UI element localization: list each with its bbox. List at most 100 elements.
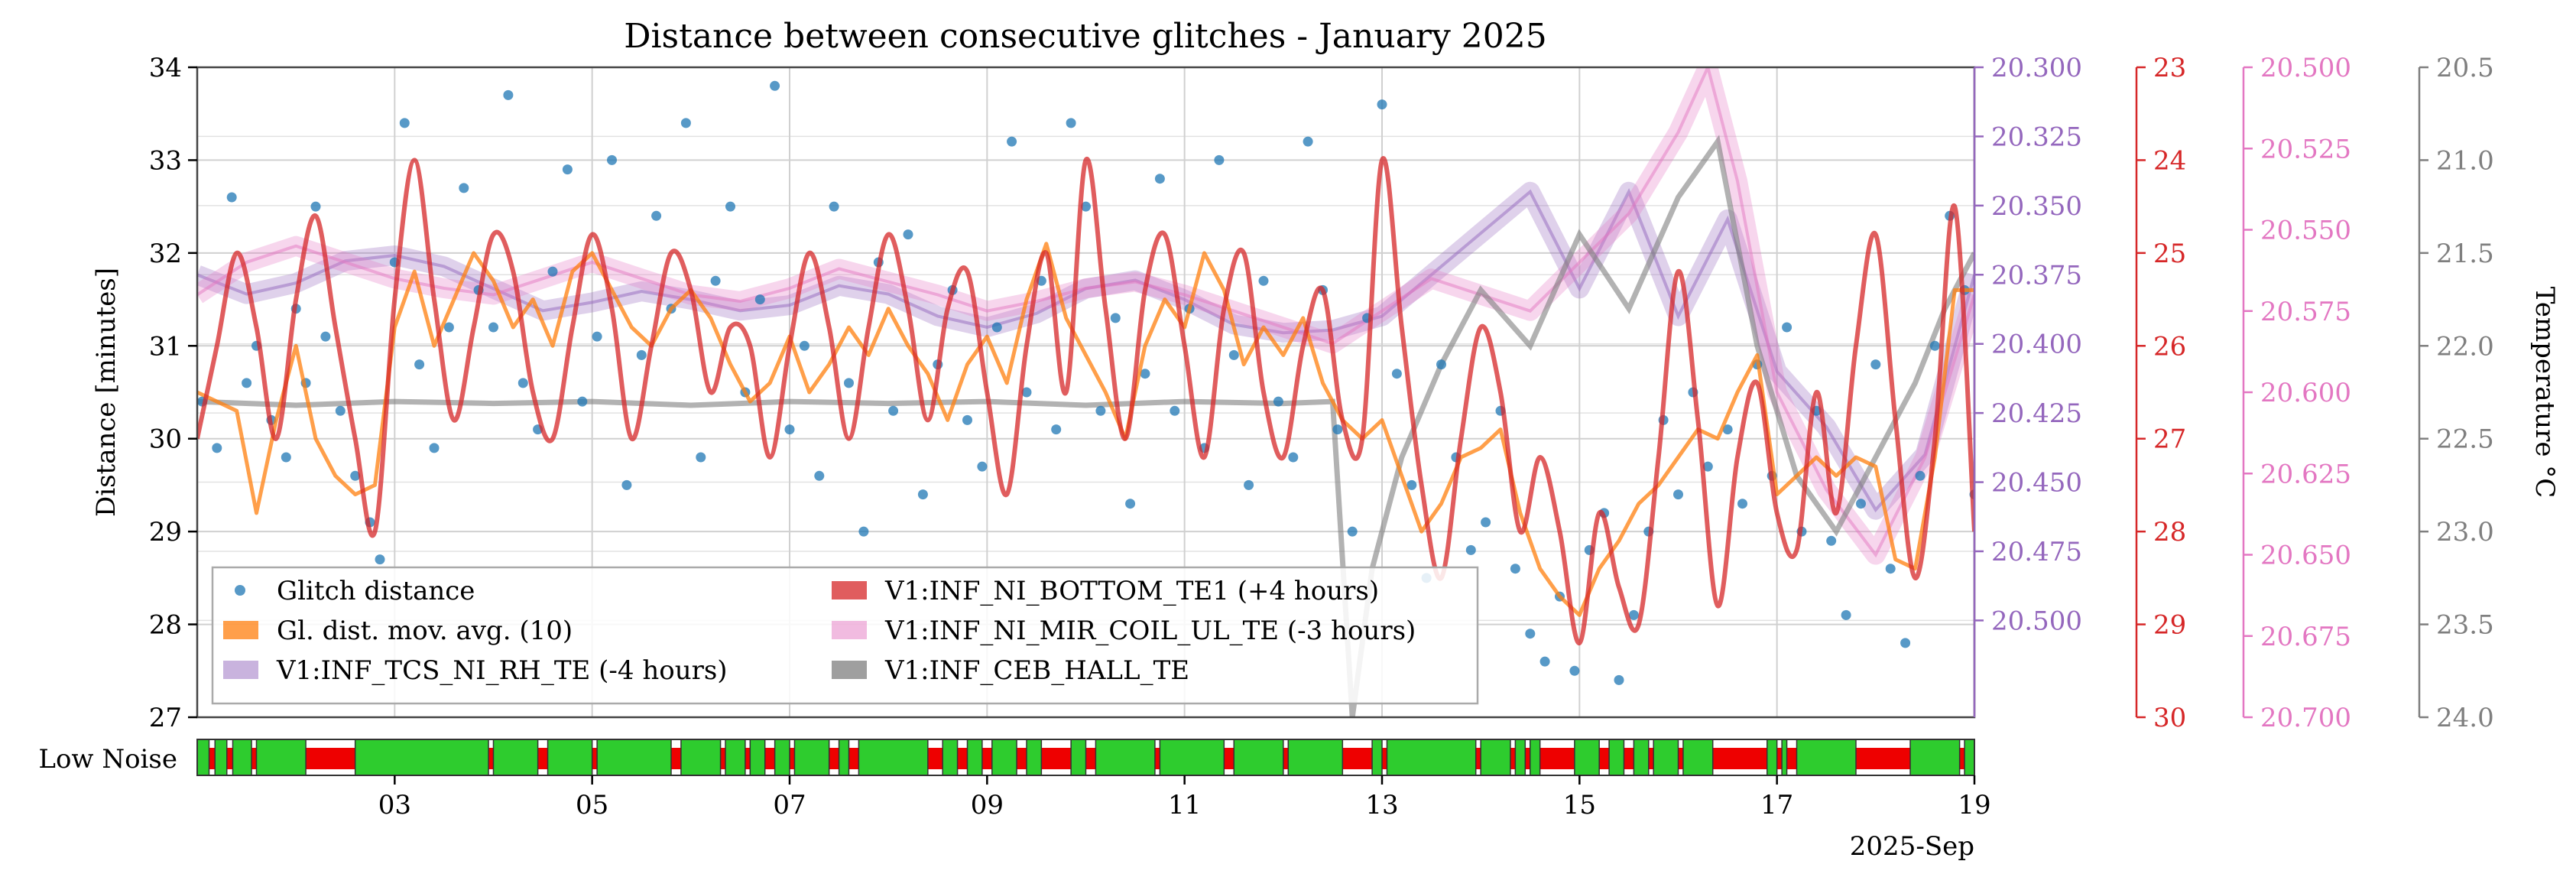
glitch-point (1628, 609, 1639, 620)
glitch-point (212, 443, 222, 453)
low-noise-on-segment (1653, 739, 1679, 776)
right-axis-tick-label-right2: 29 (2153, 610, 2186, 641)
low-noise-on-segment (1095, 739, 1156, 776)
glitch-point (903, 229, 913, 240)
glitch-point (1436, 359, 1446, 370)
right-axis-tick-label-right3: 20.675 (2260, 622, 2351, 652)
glitch-point (1303, 136, 1313, 147)
glitch-point (814, 470, 825, 481)
glitch-point (1673, 489, 1683, 500)
right-axis-tick-label-right2: 25 (2153, 239, 2186, 269)
low-noise-on-segment (354, 739, 489, 776)
glitch-point (1510, 564, 1520, 574)
glitch-point (829, 201, 839, 212)
right-axis-tick-label-right3: 20.500 (2260, 53, 2351, 83)
legend-label: Glitch distance (277, 576, 475, 606)
glitch-point (1007, 136, 1017, 147)
glitch-point (888, 405, 899, 416)
right-axis-tick-label-right1: 20.450 (1991, 468, 2082, 499)
x-tick-label: 09 (971, 790, 1004, 820)
low-noise-on-segment (1964, 739, 1975, 776)
y-tick-label: 27 (149, 703, 182, 733)
y-tick-label: 29 (149, 517, 182, 547)
right-axis-tick-label-right3: 20.625 (2260, 459, 2351, 489)
low-noise-on-segment (196, 739, 210, 776)
glitch-point (517, 378, 528, 388)
glitch-point (414, 359, 425, 370)
glitch-point (1214, 154, 1225, 165)
glitch-point (1737, 499, 1747, 509)
glitch-point (1228, 349, 1239, 360)
glitch-point (1140, 369, 1150, 379)
series-line-bottom-te1 (197, 156, 1974, 645)
low-noise-on-segment (1608, 739, 1625, 776)
right-axis-tick-label-right4: 20.5 (2436, 53, 2494, 83)
right-axis-tick-label-right1: 20.300 (1991, 53, 2082, 83)
glitch-point (1525, 629, 1536, 639)
glitch-point (1391, 369, 1402, 379)
right-axis-tick-label-right2: 24 (2153, 145, 2186, 176)
series-line-moving-average (197, 242, 1974, 617)
glitch-point (350, 470, 361, 481)
glitch-point (399, 118, 410, 128)
x-tick-label: 07 (773, 790, 806, 820)
right-axis-tick-label-right2: 23 (2153, 53, 2186, 83)
low-noise-on-segment (1159, 739, 1225, 776)
glitch-point (1885, 564, 1896, 574)
legend-swatch (832, 661, 867, 679)
x-tick-label: 03 (378, 790, 411, 820)
low-noise-on-segment (1514, 739, 1526, 776)
right-axis-tick-label-right2: 27 (2153, 424, 2186, 455)
glitch-point (592, 331, 602, 342)
glitch-point (1170, 405, 1180, 416)
legend-label: V1:INF_NI_MIR_COIL_UL_TE (-3 hours) (884, 616, 1416, 646)
right-axis-tick-label-right1: 20.475 (1991, 537, 2082, 567)
glitch-point (1332, 424, 1343, 435)
low-noise-on-segment (838, 739, 850, 776)
low-noise-on-segment (966, 739, 983, 776)
glitch-point (459, 183, 469, 193)
low-noise-on-segment (596, 739, 672, 776)
right-axis-tick-label-right4: 22.5 (2436, 424, 2494, 455)
glitch-point (1377, 99, 1387, 110)
glitch-point (443, 322, 454, 333)
glitch-point (1915, 470, 1926, 481)
low-noise-on-segment (1633, 739, 1650, 776)
legend-swatch (223, 621, 258, 639)
glitch-point (1481, 517, 1491, 528)
x-tick-label: 11 (1168, 790, 1201, 820)
glitch-point (991, 322, 1002, 333)
y-tick-label: 34 (149, 53, 182, 83)
low-noise-on-segment (774, 739, 790, 776)
glitch-point (1465, 544, 1476, 555)
glitch-point (1110, 313, 1121, 323)
low-noise-on-segment (991, 739, 1017, 776)
right-axis-tick-label-right4: 21.0 (2436, 145, 2494, 176)
low-noise-on-segment (1233, 739, 1284, 776)
low-noise-on-segment (725, 739, 746, 776)
x-tick-label: 15 (1563, 790, 1596, 820)
glitch-point (310, 201, 321, 212)
low-noise-on-segment (232, 739, 252, 776)
low-noise-on-segment (793, 739, 830, 776)
glitch-point (375, 554, 385, 565)
right-axis-tick-label-right4: 24.0 (2436, 703, 2494, 733)
low-noise-on-segment (1371, 739, 1383, 776)
glitch-point (1569, 665, 1580, 676)
glitch-point (725, 201, 735, 212)
glitch-point (281, 452, 291, 463)
right-axis-tick-label-right4: 22.0 (2436, 331, 2494, 362)
low-noise-on-segment (1026, 739, 1043, 776)
glitch-point (226, 192, 237, 203)
glitch-point (1021, 387, 1032, 398)
right-axis-tick-label-right4: 23.5 (2436, 610, 2494, 641)
y-tick-label: 28 (149, 610, 182, 641)
glitch-point (1258, 275, 1269, 286)
low-noise-frame (196, 739, 1975, 776)
legend-marker (235, 585, 245, 596)
y-tick-label: 33 (149, 145, 182, 176)
right-axis-tick-label-right3: 20.600 (2260, 378, 2351, 408)
glitch-point (1826, 535, 1837, 546)
glitch-point (696, 452, 706, 463)
